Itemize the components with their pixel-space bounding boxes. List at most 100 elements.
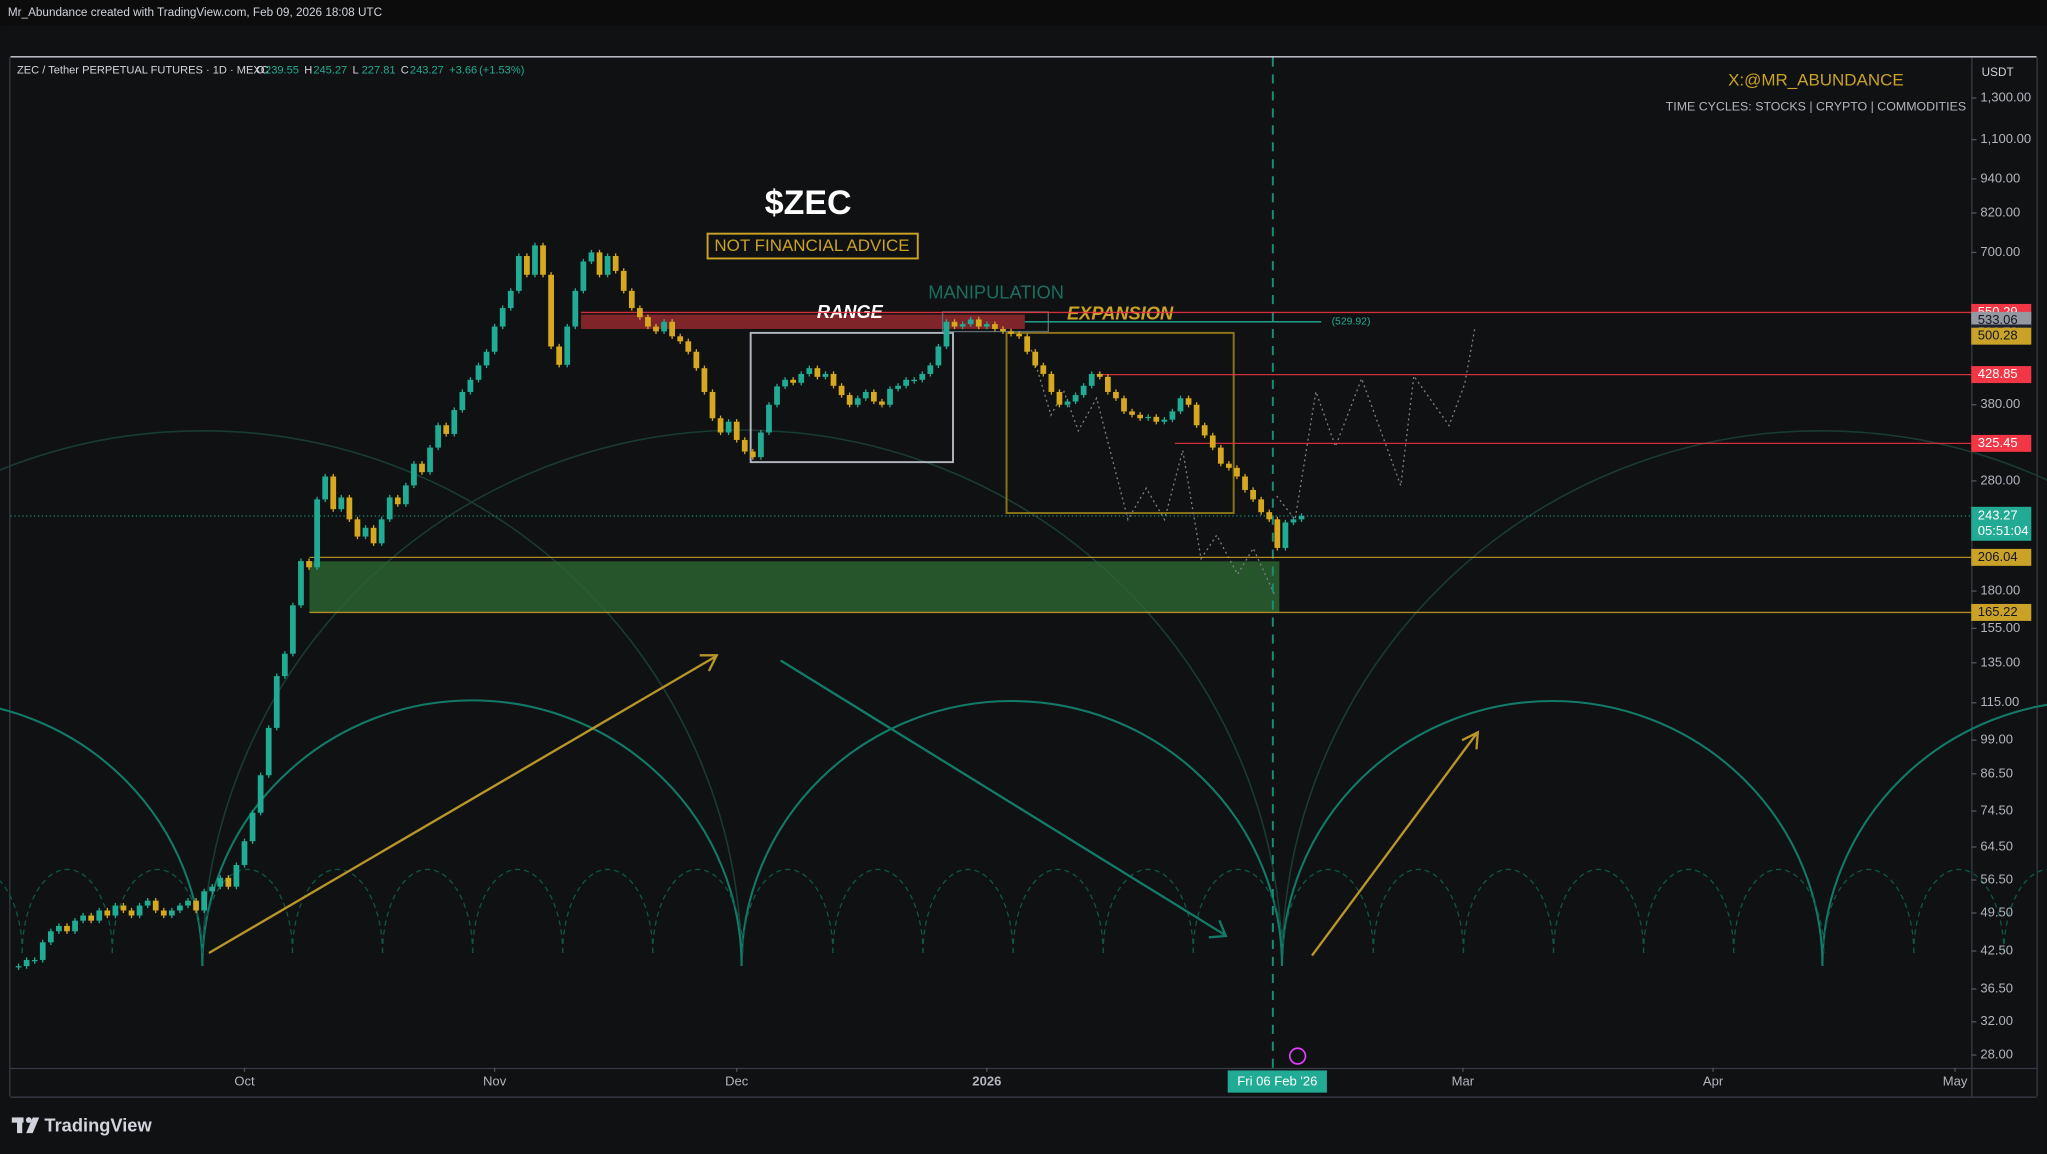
x-tick-label: Apr [1703,1074,1724,1089]
minor-cycle [1192,868,1284,953]
price-tag [1971,548,2032,566]
currency: USDT [1982,66,2014,79]
candle [887,388,893,405]
legend-key: O [256,64,265,76]
candle [758,432,764,458]
y-tick-label: 28.00 [1980,1047,2013,1062]
candle [330,476,337,510]
candle [822,373,829,377]
price-tag-label: 500.28 [1978,328,2018,343]
candle [39,942,46,960]
candle [249,812,256,842]
candle [1056,391,1063,405]
candle [653,326,659,332]
arrow [780,659,1228,939]
candle [1153,416,1160,422]
candle [846,395,853,405]
candle [152,900,159,911]
candle [1008,331,1014,334]
y-tick-label: 940.00 [1980,170,2020,185]
candle [1258,499,1265,513]
minor-cycle [471,868,564,953]
y-tick-label: 820.00 [1980,204,2020,219]
candle [1137,414,1144,419]
price-tag-label: 325.45 [1978,435,2018,450]
candle [354,519,361,537]
minor-cycle [1642,868,1735,953]
candle [1161,419,1168,422]
cycle [1280,699,1824,967]
legend-value: 239.55 [265,64,299,76]
candle [338,497,345,510]
minor-cycle [652,868,744,953]
candle [459,391,466,411]
candle [1250,489,1256,500]
candle [435,425,442,448]
candle [935,346,942,366]
cycle [1821,703,2047,967]
candle [1226,463,1232,468]
candle [1072,395,1079,402]
candle [427,447,433,473]
candle [193,900,199,911]
supply-zone [580,314,1025,329]
candle [741,439,748,452]
candle [1298,515,1305,520]
candle [685,341,692,352]
candle [1040,365,1047,374]
minor-cycle [2003,868,2047,953]
candle [273,676,280,728]
candle [306,561,312,568]
candle [1080,385,1087,396]
candle [1242,476,1248,490]
candle [1209,435,1216,448]
minor-cycle [1913,868,2005,953]
cycle [201,699,743,967]
candle [72,920,78,932]
countdown: 05:51:04 [1978,523,2029,538]
logo-part [26,1117,40,1134]
candle [1290,519,1297,523]
candle [588,252,595,262]
candle [1000,328,1006,332]
price-tag [1971,327,2032,345]
y-tick-label: 99.00 [1980,732,2013,747]
candle [507,290,514,309]
marker-label: (529.92) [1332,317,1371,328]
candle [701,368,708,392]
candle [491,326,498,352]
arrow [1311,730,1480,957]
candle [766,404,772,433]
candle [661,321,667,332]
candle [136,905,143,916]
credit: Mr_Abundance created with TradingView.co… [8,6,383,19]
range-label: RANGE [817,301,884,322]
x-tick-label: Nov [483,1074,507,1089]
change: +3.66 [449,64,477,76]
y-tick-label: 180.00 [1980,583,2020,598]
y-tick-label: 280.00 [1980,472,2020,487]
y-tick-label: 155.00 [1980,620,2020,635]
candle [733,421,740,440]
tagline: TIME CYCLES: STOCKS | CRYPTO | COMMODITI… [1666,99,1966,113]
legend-value: 227.81 [362,64,396,76]
candle [879,401,885,405]
minor-cycle [201,868,294,953]
expansion-box [1005,331,1235,515]
candle [443,425,450,434]
candle [927,365,934,374]
price-tag-label: 165.22 [1978,604,2018,619]
candle [1217,447,1224,464]
minor-cycle [1462,868,1555,953]
candle [217,877,224,887]
candle [128,910,135,916]
y-tick-label: 49.50 [1980,904,2013,919]
minor-cycle [381,868,474,953]
candle [314,499,320,568]
brand: TradingView [44,1114,152,1135]
candle [1032,351,1039,366]
candle [564,326,571,365]
candle [693,351,700,369]
manipulation-label: MANIPULATION [928,282,1064,303]
